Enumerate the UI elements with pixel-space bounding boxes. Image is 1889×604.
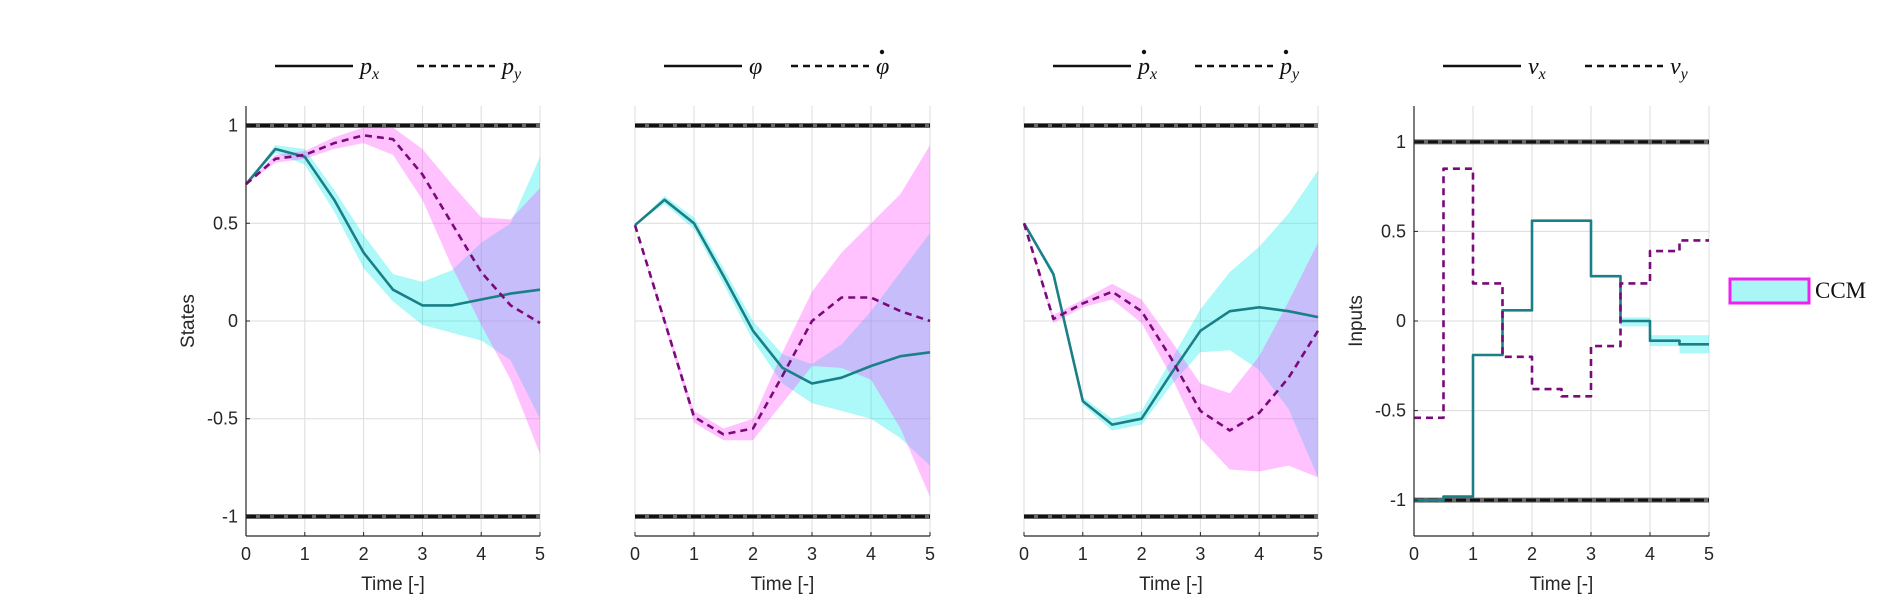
x-axis-label: Time [-] bbox=[361, 574, 425, 595]
y-axis-label: Inputs bbox=[1346, 295, 1367, 347]
series-line-1 bbox=[1414, 219, 1709, 502]
legend-dot-accent bbox=[879, 49, 885, 55]
y-axis-label: States bbox=[178, 294, 199, 348]
y-tick-label: -0.5 bbox=[1375, 401, 1406, 421]
legend-subscript: x bbox=[1538, 66, 1546, 83]
series-line-1 bbox=[245, 147, 541, 307]
legend-label-2: vy bbox=[1670, 54, 1689, 83]
x-tick-label: 1 bbox=[1468, 544, 1478, 564]
series-line-2 bbox=[633, 224, 931, 436]
chart-panel-1: 0 1 2 3 4 5 -1 -0.5 0 0.5 1 Time [-] States px py bbox=[178, 54, 545, 595]
series-line-1 bbox=[1022, 222, 1319, 426]
panel-legend: px py bbox=[1053, 49, 1300, 83]
panel-legend: vx vy bbox=[1443, 54, 1689, 83]
x-tick-label: 4 bbox=[1254, 544, 1264, 564]
x-tick-label: 2 bbox=[748, 544, 758, 564]
x-tick-label: 3 bbox=[1195, 544, 1205, 564]
y-tick-label: 0 bbox=[228, 311, 238, 331]
y-tick-label: 0.5 bbox=[213, 213, 238, 233]
series-line-1 bbox=[634, 198, 931, 385]
y-tick-label: 0.5 bbox=[1381, 221, 1406, 241]
x-tick-label: 4 bbox=[476, 544, 486, 564]
x-tick-label: 0 bbox=[1409, 544, 1419, 564]
x-tick-label: 4 bbox=[1645, 544, 1655, 564]
uncertainty-band-2 bbox=[635, 145, 930, 497]
x-tick-label: 5 bbox=[535, 544, 545, 564]
legend-label-2: py bbox=[500, 54, 522, 83]
series-line-2 bbox=[1022, 222, 1320, 432]
uncertainty-band-1 bbox=[1024, 170, 1318, 478]
x-tick-label: 0 bbox=[630, 544, 640, 564]
x-tick-label: 2 bbox=[1527, 544, 1537, 564]
x-tick-label: 2 bbox=[1137, 544, 1147, 564]
legend-label-1: px bbox=[358, 54, 379, 83]
figure-legend-swatch bbox=[1728, 277, 1811, 305]
panels: 0 1 2 3 4 5 -1 -0.5 0 0.5 1 Time [-] States px py 0 1 2 3 4… bbox=[178, 49, 1714, 595]
x-tick-label: 3 bbox=[1586, 544, 1596, 564]
legend-subscript: y bbox=[1679, 66, 1689, 83]
x-tick-label: 1 bbox=[689, 544, 699, 564]
x-tick-label: 5 bbox=[1313, 544, 1323, 564]
x-tick-label: 2 bbox=[359, 544, 369, 564]
legend-subscript: x bbox=[371, 66, 379, 83]
y-tick-label: -1 bbox=[1390, 490, 1406, 510]
legend-subscript: y bbox=[1290, 66, 1300, 83]
legend-dot-accent bbox=[1283, 49, 1289, 55]
series-line-2 bbox=[245, 134, 541, 325]
x-tick-label: 3 bbox=[417, 544, 427, 564]
y-tick-label: 1 bbox=[1396, 132, 1406, 152]
y-tick-label: 1 bbox=[228, 116, 238, 136]
uncertainty-band-2 bbox=[1414, 168, 1709, 418]
uncertainty-band-2 bbox=[246, 127, 540, 454]
chart-panel-4: 0 1 2 3 4 5 -1 -0.5 0 0.5 1 Time [-] Inputs vx vy bbox=[1346, 54, 1714, 595]
x-axis-label: Time [-] bbox=[1139, 574, 1203, 595]
x-tick-label: 1 bbox=[1078, 544, 1088, 564]
legend-label-1: φ bbox=[749, 54, 762, 80]
uncertainty-band-1 bbox=[1414, 220, 1709, 501]
x-axis-label: Time [-] bbox=[1530, 574, 1594, 595]
x-tick-label: 5 bbox=[925, 544, 935, 564]
panel-legend: px py bbox=[275, 54, 522, 83]
legend-subscript: y bbox=[512, 66, 522, 83]
figure-legend: CCM bbox=[1728, 277, 1866, 305]
legend-label-1: px bbox=[1136, 54, 1157, 83]
x-tick-label: 3 bbox=[807, 544, 817, 564]
x-tick-label: 4 bbox=[866, 544, 876, 564]
x-tick-label: 0 bbox=[241, 544, 251, 564]
series-line-2 bbox=[1414, 167, 1709, 420]
uncertainty-band-1 bbox=[246, 145, 540, 419]
y-tick-label: -0.5 bbox=[207, 409, 238, 429]
x-tick-label: 0 bbox=[1019, 544, 1029, 564]
legend-label-2: py bbox=[1278, 54, 1300, 83]
y-tick-label: 0 bbox=[1396, 311, 1406, 331]
legend-label-2: φ bbox=[876, 54, 889, 80]
uncertainty-band-2 bbox=[1024, 223, 1318, 478]
x-tick-label: 1 bbox=[300, 544, 310, 564]
legend-dot-accent bbox=[1141, 49, 1147, 55]
figure-legend-label: CCM bbox=[1815, 278, 1866, 303]
x-axis-label: Time [-] bbox=[751, 574, 815, 595]
legend-subscript: x bbox=[1149, 66, 1157, 83]
legend-label-1: vx bbox=[1528, 54, 1546, 83]
chart-panel-3: 0 1 2 3 4 5 Time [-] px py bbox=[1019, 49, 1323, 595]
x-tick-label: 5 bbox=[1704, 544, 1714, 564]
y-tick-label: -1 bbox=[222, 506, 238, 526]
uncertainty-band-1 bbox=[635, 195, 930, 466]
